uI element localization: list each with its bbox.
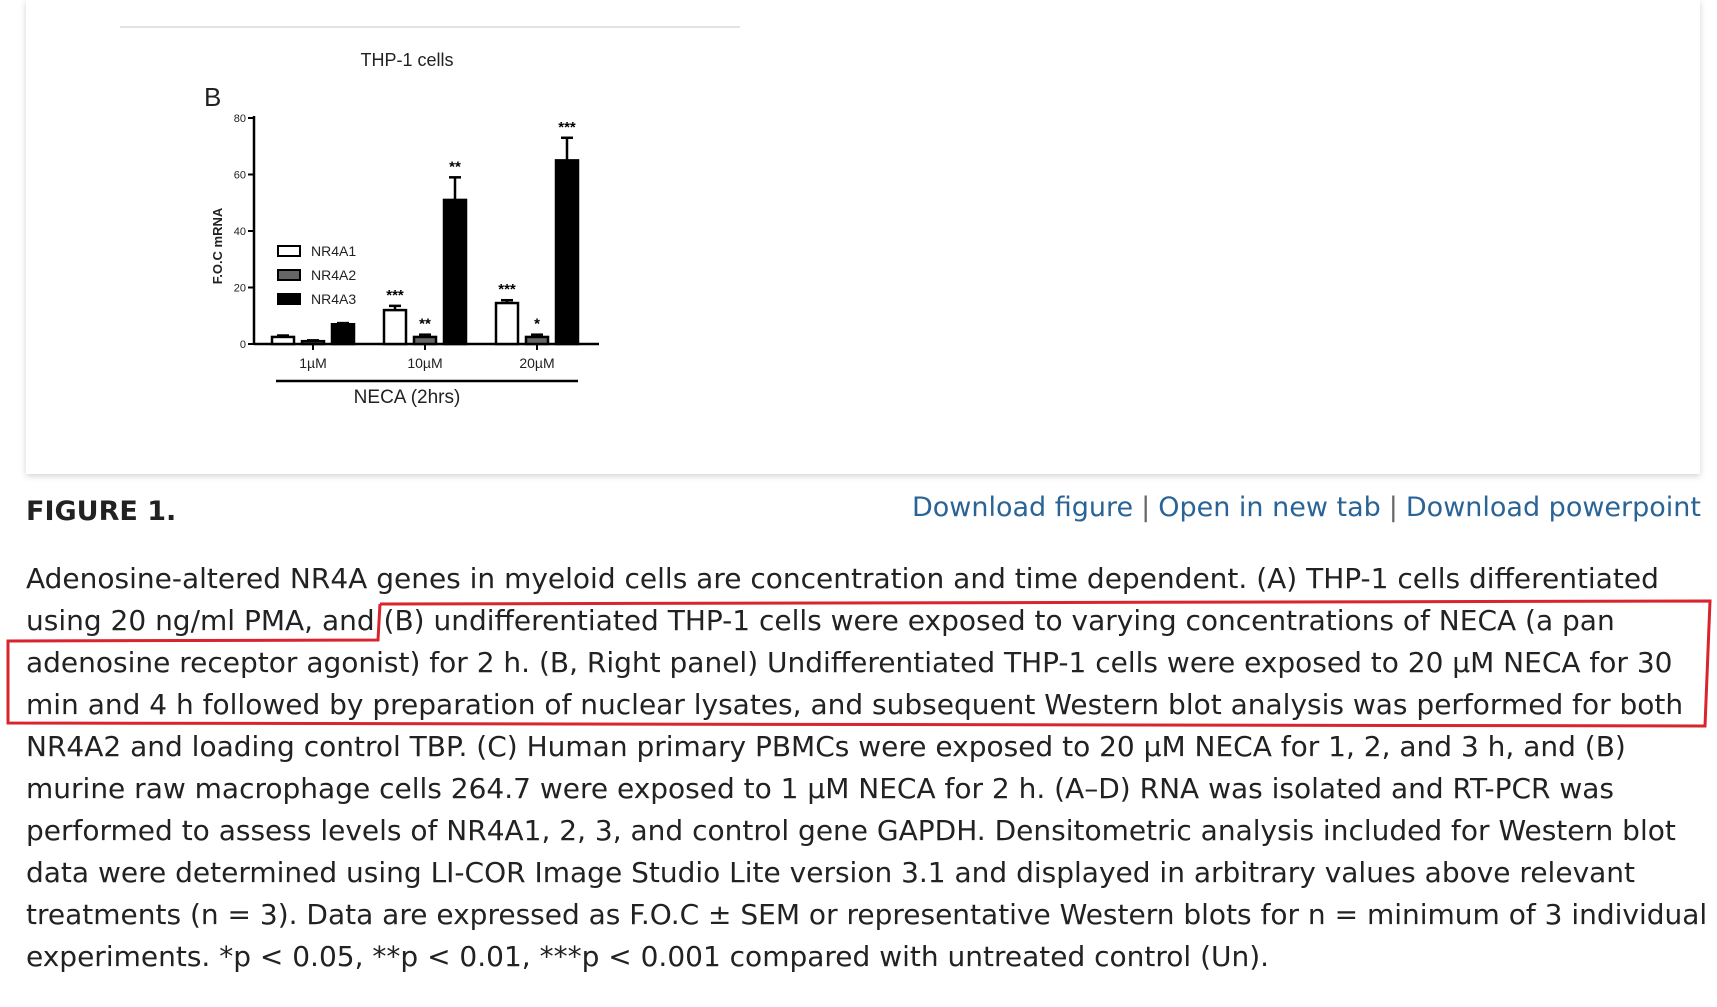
divider <box>120 26 740 28</box>
bar <box>330 322 356 346</box>
legend-swatch <box>277 293 301 305</box>
y-tick-label: 0 <box>240 339 246 351</box>
figure-card: B THP-1 cells F.O.C mRNA NECA (2hrs) 0 20… <box>26 0 1700 474</box>
bar-chart: B THP-1 cells F.O.C mRNA NECA (2hrs) 0 20… <box>204 50 599 408</box>
caption-line: performed to assess levels of NR4A1, 2, … <box>26 814 1676 847</box>
bar <box>270 335 296 346</box>
x-tick-label: 20µM <box>519 355 554 371</box>
legend-swatch <box>277 269 301 281</box>
caption-line: NR4A2 and loading control TBP. (C) Human… <box>26 730 1626 763</box>
x-tick-label: 10µM <box>407 355 442 371</box>
panel-label: B <box>204 82 221 112</box>
caption-line: using 20 ng/ml PMA, and (B) undifferenti… <box>26 604 1615 637</box>
caption-line: Adenosine-altered NR4A genes in myeloid … <box>26 562 1659 595</box>
significance-label: *** <box>498 281 516 298</box>
x-axis-label: NECA (2hrs) <box>354 387 461 408</box>
caption-line: adenosine receptor agonist) for 2 h. (B,… <box>26 646 1673 679</box>
caption-line: murine raw macrophage cells 264.7 were e… <box>26 772 1615 805</box>
bar <box>494 301 520 346</box>
bar <box>442 198 468 346</box>
y-tick-label: 80 <box>234 113 246 125</box>
legend-label: NR4A1 <box>311 243 356 259</box>
download-figure-link[interactable]: Download figure <box>911 492 1134 523</box>
bar <box>300 339 326 346</box>
y-tick-label: 40 <box>234 226 246 238</box>
bar <box>412 335 438 346</box>
caption-line: min and 4 h followed by preparation of n… <box>26 688 1684 721</box>
bar <box>524 335 550 346</box>
open-new-tab-link[interactable]: Open in new tab <box>1158 492 1381 523</box>
figure-links: Download figure | Open in new tab | Download… <box>912 492 1701 523</box>
y-axis-label: F.O.C mRNA <box>210 207 225 284</box>
legend-swatch <box>277 245 301 257</box>
caption-line: experiments. *p < 0.05, **p < 0.01, ***p… <box>26 940 1270 973</box>
bar <box>554 159 580 346</box>
legend-label: NR4A3 <box>311 291 356 307</box>
significance-label: *** <box>558 119 576 136</box>
significance-label: *** <box>386 287 404 304</box>
legend-label: NR4A2 <box>311 267 356 283</box>
x-tick-label: 1µM <box>299 355 327 371</box>
caption-line: treatments (n = 3). Data are expressed a… <box>26 898 1708 931</box>
chart-title: THP-1 cells <box>360 50 453 70</box>
significance-label: ** <box>449 158 461 175</box>
significance-label: ** <box>419 316 431 333</box>
y-tick-label: 20 <box>234 283 246 295</box>
figure-heading: FIGURE 1. <box>26 496 177 527</box>
y-tick-label: 60 <box>234 170 246 182</box>
link-separator: | <box>1141 492 1151 523</box>
download-powerpoint-link[interactable]: Download powerpoint <box>1405 492 1701 523</box>
figure-caption: Adenosine-altered NR4A genes in myeloid … <box>26 558 1708 978</box>
link-separator: | <box>1388 492 1398 523</box>
significance-label: * <box>534 316 540 333</box>
caption-line: data were determined using LI-COR Image … <box>26 856 1636 889</box>
bar <box>382 308 408 346</box>
